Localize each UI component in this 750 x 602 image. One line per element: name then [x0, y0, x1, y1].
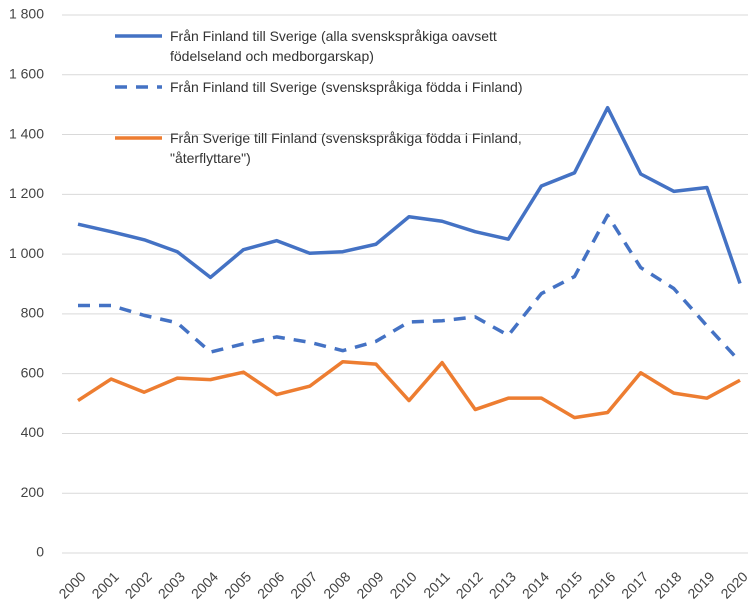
x-tick-label: 2016 — [585, 568, 618, 601]
y-tick-label: 1 600 — [9, 65, 44, 81]
x-tick-label: 2014 — [519, 568, 552, 601]
legend-label: Från Sverige till Finland (svenskspråkig… — [170, 130, 522, 166]
x-tick-label: 2007 — [287, 568, 320, 601]
x-tick-label: 2008 — [320, 568, 353, 601]
x-tick-label: 2011 — [420, 568, 453, 601]
legend-label: Från Finland till Sverige (alla svensksp… — [170, 28, 497, 64]
x-tick-label: 2018 — [651, 568, 684, 601]
x-tick-label: 2010 — [386, 568, 419, 601]
x-tick-label: 2013 — [486, 568, 519, 601]
series-line — [77, 359, 741, 420]
x-tick-label: 2002 — [122, 568, 155, 601]
x-tick-label: 2020 — [717, 568, 750, 601]
y-tick-label: 0 — [36, 544, 44, 560]
x-tick-label: 2000 — [55, 568, 88, 601]
x-tick-label: 2001 — [88, 568, 121, 601]
y-tick-label: 1 400 — [9, 125, 44, 141]
x-tick-label: 2006 — [254, 568, 287, 601]
x-tick-label: 2019 — [684, 568, 717, 601]
x-tick-label: 2005 — [221, 568, 254, 601]
x-tick-label: 2003 — [155, 568, 188, 601]
y-tick-label: 200 — [21, 484, 45, 500]
x-tick-label: 2015 — [552, 568, 585, 601]
y-tick-label: 400 — [21, 424, 45, 440]
y-tick-label: 1 000 — [9, 245, 44, 261]
y-tick-label: 1 200 — [9, 185, 44, 201]
y-tick-label: 600 — [21, 364, 45, 380]
x-tick-label: 2017 — [618, 568, 651, 601]
legend-label: Från Finland till Sverige (svenskspråkig… — [170, 79, 523, 95]
series-line — [78, 213, 742, 363]
series-line — [77, 105, 742, 284]
x-tick-label: 2004 — [188, 568, 221, 601]
x-tick-label: 2012 — [453, 568, 486, 601]
y-tick-label: 800 — [21, 305, 45, 321]
y-tick-label: 1 800 — [9, 6, 44, 22]
x-tick-label: 2009 — [353, 568, 386, 601]
